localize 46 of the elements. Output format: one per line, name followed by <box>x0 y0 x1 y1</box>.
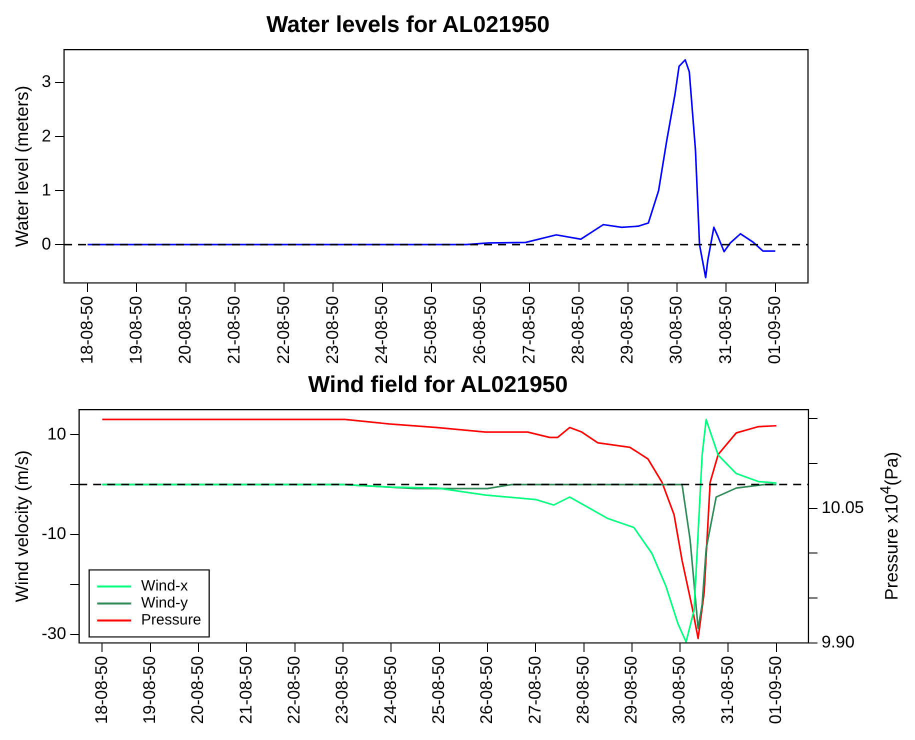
x-tick-label: 27-08-50 <box>525 656 544 724</box>
chart-title: Water levels for AL021950 <box>266 11 550 38</box>
x-tick-label: 19-08-50 <box>140 656 160 724</box>
y-tick-label: -30 <box>42 624 66 644</box>
x-tick-label: 28-08-50 <box>568 296 588 364</box>
y-tick-label: 2 <box>42 126 52 146</box>
x-tick-label: 28-08-50 <box>573 656 592 724</box>
x-tick-label: 26-08-50 <box>477 656 496 724</box>
x-tick-label: 24-08-50 <box>380 656 400 724</box>
x-tick-label: 21-08-50 <box>224 296 244 364</box>
y-tick-label: 1 <box>42 180 52 200</box>
x-tick-label: 29-08-50 <box>618 296 637 364</box>
x-tick-label: 19-08-50 <box>126 296 146 364</box>
x-tick-label: 27-08-50 <box>519 296 538 364</box>
x-tick-label: 30-08-50 <box>670 656 689 724</box>
legend-label: Pressure <box>141 612 202 629</box>
x-tick-label: 25-08-50 <box>421 296 440 364</box>
y-axis-title: Wind velocity (m/s) <box>12 450 32 602</box>
x-tick-label: 31-08-50 <box>716 296 735 364</box>
x-tick-label: 20-08-50 <box>176 296 195 364</box>
chart-title: Wind field for AL021950 <box>308 371 568 398</box>
x-tick-label: 01-09-50 <box>764 296 784 364</box>
x-tick-label: 23-08-50 <box>322 296 342 364</box>
legend-label: Wind-y <box>141 594 188 612</box>
y-tick-label: 0 <box>42 234 52 254</box>
y-tick-label: -10 <box>42 524 66 544</box>
x-tick-label: 24-08-50 <box>372 296 391 364</box>
y2-tick-label: 10.05 <box>821 498 864 518</box>
x-tick-label: 20-08-50 <box>188 656 208 724</box>
y2-tick-label: 9.90 <box>821 632 855 652</box>
x-tick-label: 26-08-50 <box>470 296 490 364</box>
legend-label: Wind-x <box>141 578 188 595</box>
x-tick-label: 30-08-50 <box>666 296 686 364</box>
x-tick-label: 01-09-50 <box>766 656 786 724</box>
y-axis-title: Water level (meters) <box>12 86 32 247</box>
x-tick-label: 18-08-50 <box>77 296 96 364</box>
x-tick-label: 22-08-50 <box>284 656 304 724</box>
x-tick-label: 29-08-50 <box>622 656 641 724</box>
x-tick-label: 22-08-50 <box>274 296 293 364</box>
y-tick-label: 10 <box>47 424 66 444</box>
x-tick-label: 23-08-50 <box>332 656 352 724</box>
x-tick-label: 25-08-50 <box>428 656 448 724</box>
y-tick-label: 3 <box>42 72 52 92</box>
x-tick-label: 21-08-50 <box>236 656 256 724</box>
x-tick-label: 31-08-50 <box>718 656 737 724</box>
x-tick-label: 18-08-50 <box>92 656 111 724</box>
